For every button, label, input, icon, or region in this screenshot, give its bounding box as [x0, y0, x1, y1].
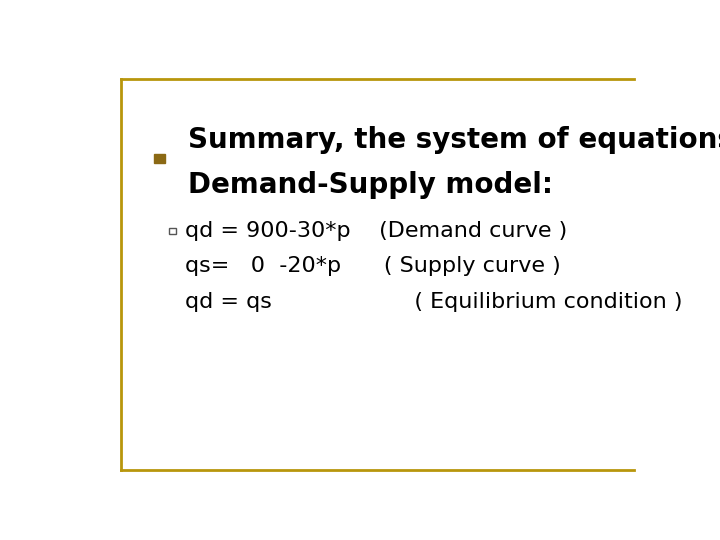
Text: Summary, the system of equations of: Summary, the system of equations of [188, 126, 720, 154]
Text: qs=   0  -20*p      ( Supply curve ): qs= 0 -20*p ( Supply curve ) [185, 256, 561, 276]
FancyBboxPatch shape [154, 154, 166, 163]
Text: qd = qs                    ( Equilibrium condition ): qd = qs ( Equilibrium condition ) [185, 292, 683, 312]
FancyBboxPatch shape [169, 228, 176, 234]
Text: Demand-Supply model:: Demand-Supply model: [188, 171, 553, 199]
Text: qd = 900-30*p    (Demand curve ): qd = 900-30*p (Demand curve ) [185, 221, 567, 241]
